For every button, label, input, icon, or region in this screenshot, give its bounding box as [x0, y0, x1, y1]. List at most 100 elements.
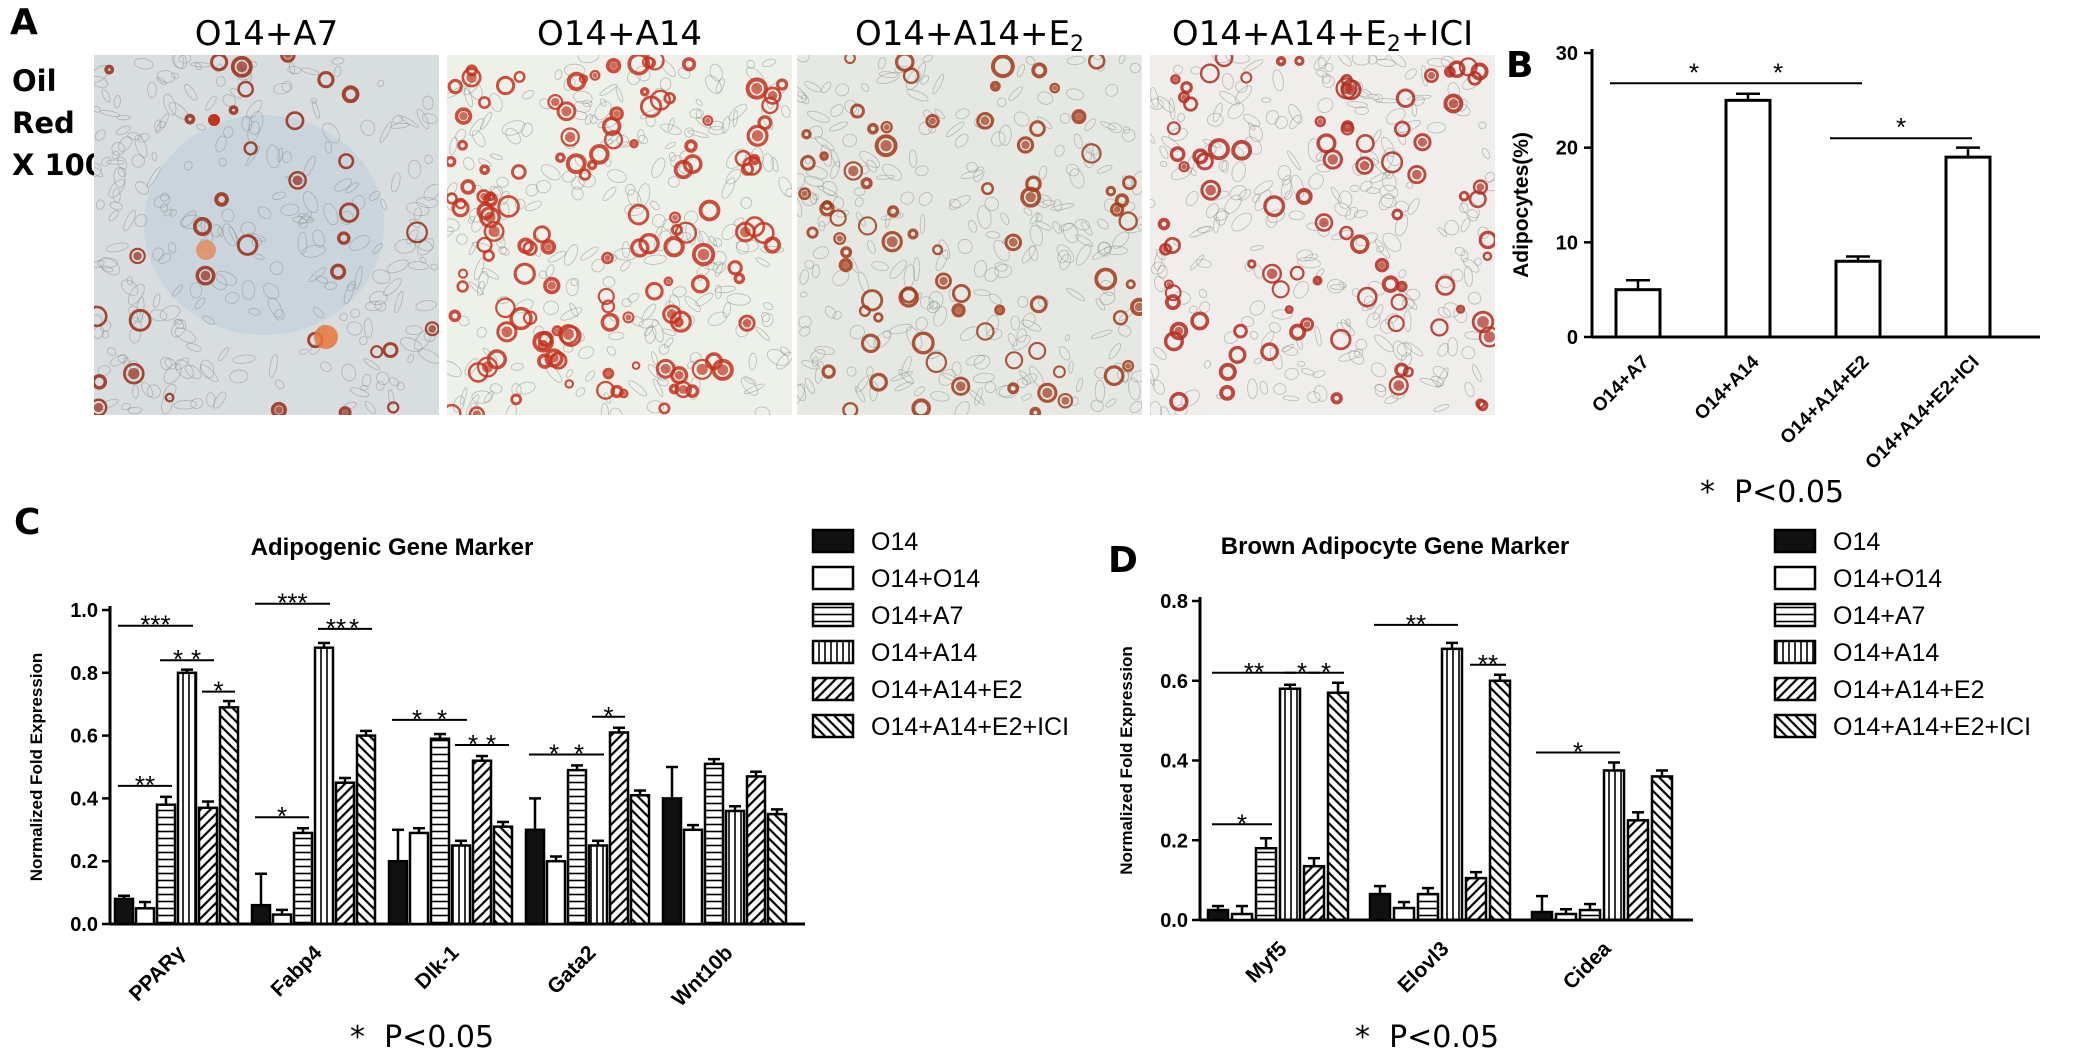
- cell-outline: [1224, 194, 1242, 214]
- cell-outline: [117, 353, 128, 364]
- cell-outline: [582, 99, 593, 108]
- cell-outline: [310, 97, 318, 104]
- significance-mark: **: [1478, 649, 1498, 679]
- cell-outline: [455, 128, 466, 142]
- cell-outline: [722, 302, 732, 318]
- cell-outline: [885, 205, 892, 229]
- lipid-droplet: [1289, 265, 1305, 281]
- cell-outline: [406, 229, 419, 245]
- cell-outline: [627, 292, 640, 303]
- cell-outline: [345, 182, 359, 194]
- cell-outline: [496, 176, 509, 188]
- lipid-droplet-core: [980, 116, 990, 126]
- cell-outline: [1122, 126, 1131, 134]
- cell-outline: [1221, 159, 1229, 173]
- cell-outline: [1128, 377, 1141, 401]
- lipid-droplet: [1130, 297, 1142, 317]
- cell-outline: [158, 121, 167, 129]
- lipid-droplet: [1180, 81, 1193, 94]
- cell-outline: [298, 212, 313, 221]
- cell-outline: [602, 186, 617, 201]
- cell-outline: [146, 166, 161, 188]
- lipid-droplet: [1163, 331, 1185, 352]
- lipid-droplet: [540, 239, 557, 255]
- cell-outline: [1382, 232, 1402, 252]
- cell-outline: [798, 315, 812, 329]
- lipid-droplet: [1393, 120, 1411, 138]
- bar: [134, 907, 156, 926]
- lipid-droplet-core: [678, 385, 688, 394]
- lipid-droplet: [1312, 275, 1323, 286]
- lipid-droplet: [850, 103, 865, 119]
- lipid-droplet: [1471, 310, 1495, 334]
- cell-outline: [755, 326, 770, 341]
- lipid-droplet: [547, 93, 564, 110]
- lipid-droplet: [123, 362, 145, 385]
- lipid-droplet-core: [1448, 98, 1459, 109]
- cell-outline: [1150, 98, 1164, 110]
- cell-outline: [1000, 212, 1010, 225]
- cell-outline: [1189, 225, 1212, 238]
- cell-outline: [1447, 82, 1461, 100]
- lipid-droplet: [543, 276, 561, 295]
- lipid-droplet: [1247, 259, 1257, 269]
- cell-outline: [748, 352, 757, 371]
- cell-outline: [1368, 280, 1385, 296]
- y-axis-label: Normalized Fold Expression: [27, 653, 46, 882]
- cell-outline: [1243, 59, 1264, 73]
- cell-outline: [127, 406, 143, 415]
- cell-outline: [298, 348, 309, 355]
- cell-outline: [483, 391, 494, 403]
- bar: [524, 828, 546, 926]
- bar: [566, 768, 588, 926]
- lipid-droplet: [1052, 365, 1066, 379]
- significance-mark: **: [326, 613, 346, 643]
- cell-outline: [377, 79, 385, 88]
- cell-outline: [94, 129, 106, 141]
- cell-outline: [521, 90, 535, 100]
- significance-mark: *: [1237, 808, 1247, 838]
- bar: [1944, 155, 1992, 339]
- lipid-droplet: [495, 75, 516, 96]
- lipid-droplet: [663, 276, 674, 287]
- lipid-droplet: [691, 358, 713, 380]
- cell-outline: [374, 300, 387, 312]
- lipid-droplet: [869, 372, 889, 392]
- cell-outline: [1324, 63, 1334, 73]
- cell-outline: [726, 293, 751, 306]
- lipid-droplet: [860, 177, 873, 190]
- cell-outline: [1213, 216, 1220, 233]
- cell-outline: [1467, 291, 1482, 305]
- legend-swatch: [811, 565, 855, 591]
- cell-outline: [785, 188, 792, 198]
- cell-outline: [725, 168, 742, 185]
- cell-outline: [974, 387, 983, 406]
- cell-outline: [174, 318, 184, 325]
- cell-outline: [121, 402, 131, 411]
- cell-outline: [814, 345, 835, 356]
- lipid-droplet: [932, 244, 944, 256]
- cell-outline: [1267, 209, 1285, 223]
- cell-outline: [246, 99, 263, 119]
- cell-outline: [955, 108, 970, 120]
- lipid-droplet: [681, 57, 697, 72]
- cell-outline: [954, 401, 970, 415]
- lipid-droplet-core: [697, 248, 710, 261]
- cell-outline: [1293, 280, 1310, 299]
- cell-outline: [1398, 269, 1407, 279]
- legend-label: O14: [871, 528, 918, 556]
- cell-outline: [174, 327, 197, 343]
- lipid-droplet: [517, 237, 534, 255]
- cell-outline: [965, 354, 985, 366]
- cell-outline: [205, 95, 217, 111]
- bar: [250, 903, 272, 926]
- cell-outline: [495, 234, 506, 249]
- cell-outline: [754, 406, 771, 415]
- cell-outline: [778, 176, 792, 197]
- legend-swatch: [1773, 676, 1817, 702]
- cell-outline: [94, 105, 101, 113]
- cell-outline: [984, 196, 999, 212]
- lipid-droplet-core: [604, 255, 611, 261]
- cell-outline: [1371, 362, 1387, 378]
- lipid-droplet: [842, 401, 859, 415]
